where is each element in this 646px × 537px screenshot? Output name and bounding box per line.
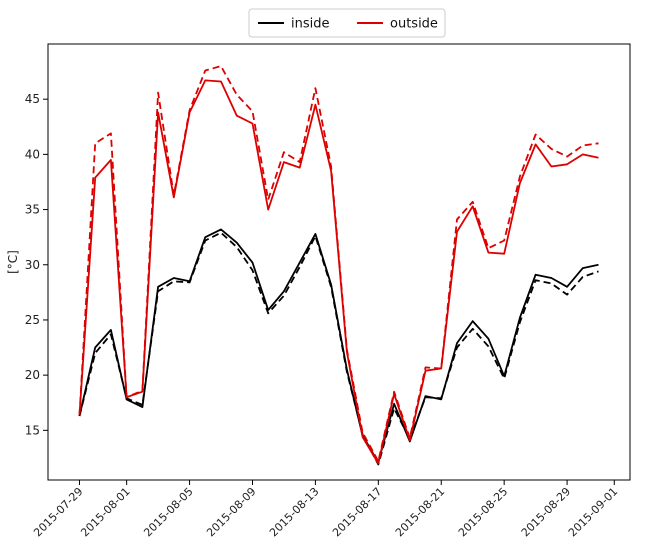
x-tick-label: 2015-08-25 — [456, 485, 510, 537]
x-tick-label: 2015-08-01 — [78, 485, 132, 537]
x-tick-label: 2015-08-17 — [330, 485, 384, 537]
y-tick-label: 15 — [25, 423, 40, 437]
legend-box — [248, 8, 446, 38]
y-axis: 15 20 25 30 35 40 45 — [25, 92, 48, 437]
legend-label-outside: outside — [390, 17, 438, 32]
y-tick-label: 40 — [25, 147, 40, 161]
x-tick-label: 2015-09-01 — [566, 485, 620, 537]
x-tick-label: 2015-07-29 — [31, 485, 85, 537]
y-tick-label: 20 — [25, 368, 40, 382]
series-line-outside-dashed — [78, 65, 599, 463]
series-layer — [78, 65, 599, 466]
y-tick-label: 45 — [25, 92, 40, 106]
x-tick-label: 2015-08-05 — [141, 485, 195, 537]
y-tick-label: 35 — [25, 203, 40, 217]
legend: inside outside — [248, 8, 446, 38]
y-axis-label: [°C] — [6, 250, 20, 274]
y-tick-label: 25 — [25, 313, 40, 327]
plot-frame — [47, 43, 631, 481]
x-tick-label: 2015-08-21 — [393, 485, 447, 537]
x-tick-label: 2015-08-13 — [267, 485, 321, 537]
y-tick-label: 30 — [25, 258, 40, 272]
series-line-inside-dashed — [78, 231, 599, 466]
x-tick-label: 2015-08-09 — [204, 485, 258, 537]
legend-label-inside: inside — [291, 17, 330, 32]
x-tick-label: 2015-08-29 — [519, 485, 573, 537]
series-line-outside-solid — [78, 79, 599, 465]
